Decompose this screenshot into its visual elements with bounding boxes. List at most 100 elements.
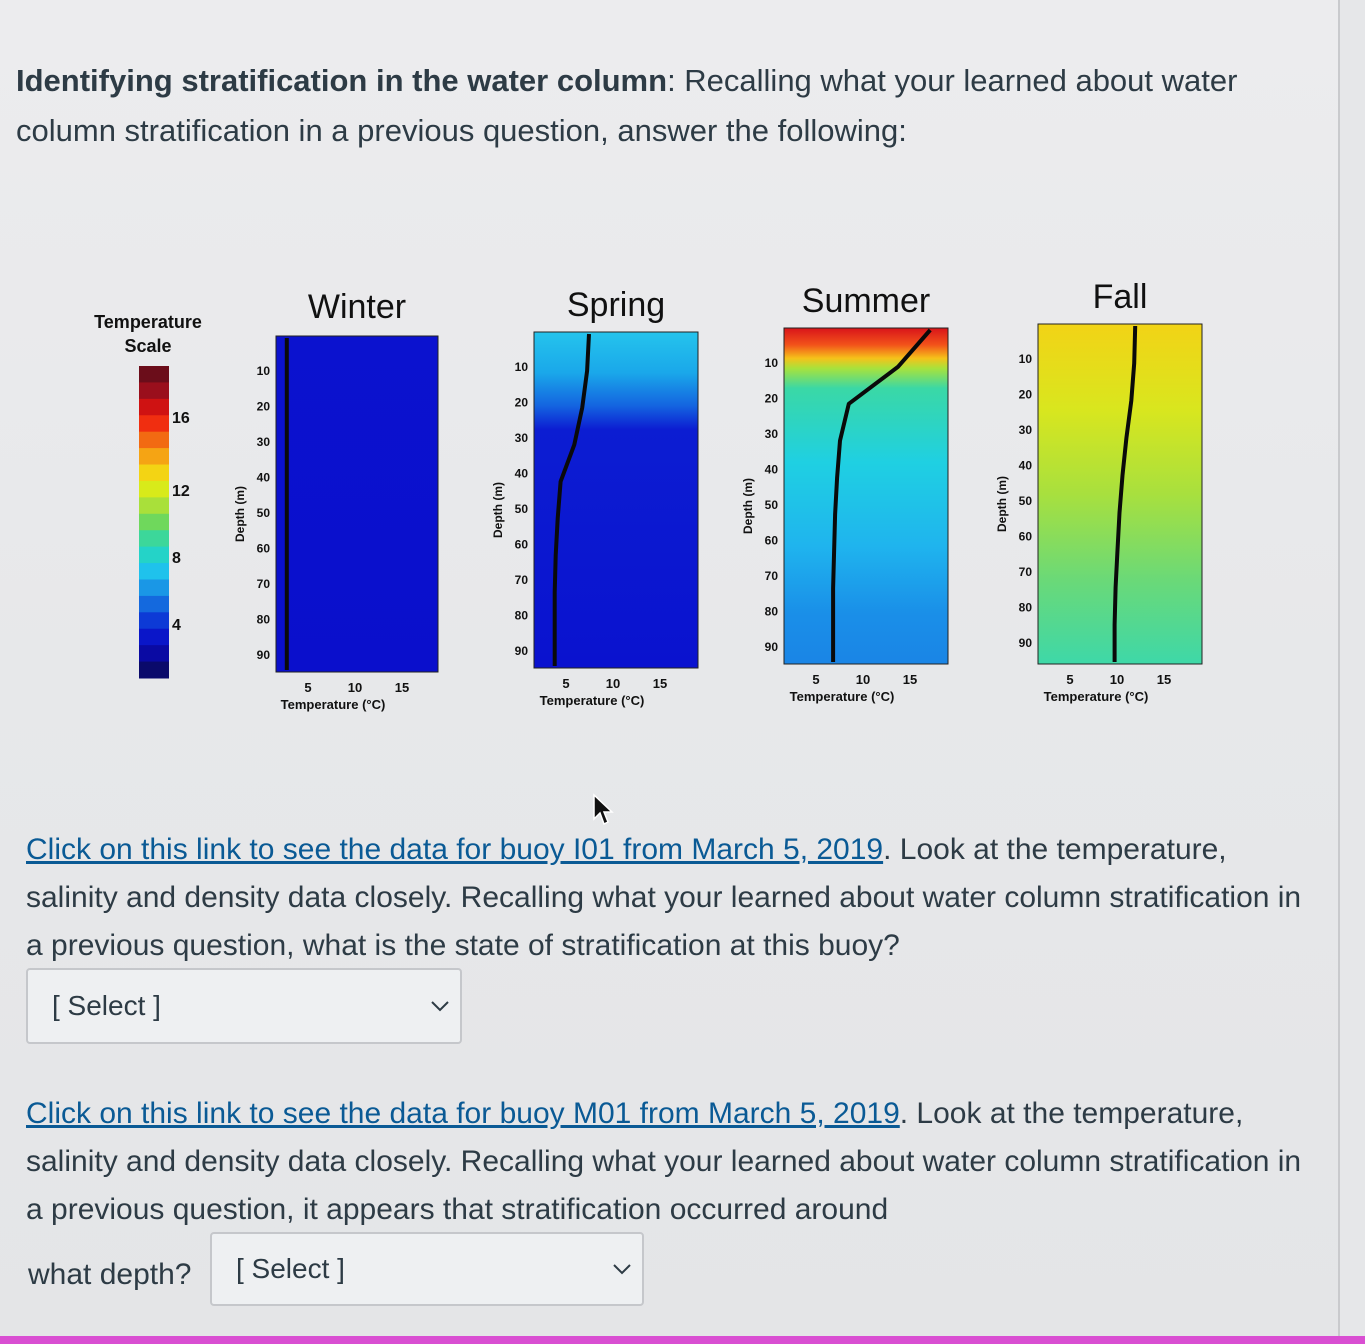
panel-winter: Winter 10 20 30 40 50 60 70 80 90 Depth (m) 5 10 15 Te…	[233, 288, 439, 712]
depth-tick-label: 20	[765, 392, 779, 406]
depth-tick-label: 80	[257, 613, 271, 627]
panel-title: Fall	[1093, 278, 1148, 316]
scale-swatch	[139, 431, 169, 449]
scale-swatch	[139, 530, 169, 548]
scale-tick-label: 12	[172, 483, 190, 500]
scale-swatch	[139, 546, 169, 564]
select-2-value: [ Select ]	[236, 1253, 345, 1284]
depth-tick-label: 90	[515, 644, 529, 658]
depth-tick-label: 10	[765, 356, 779, 370]
scale-swatch	[139, 563, 169, 580]
question-2: Click on this link to see the data for b…	[26, 1090, 1316, 1234]
stratification-state-select[interactable]: [ Select ]	[26, 968, 462, 1044]
scale-swatch	[139, 513, 169, 531]
buoy-m01-link[interactable]: Click on this link to see the data for b…	[26, 1097, 900, 1130]
scale-title-line1: Temperature	[94, 312, 202, 332]
depth-tick-label: 30	[515, 431, 529, 445]
depth-tick-label: 30	[765, 427, 779, 441]
scale-swatch	[139, 415, 169, 433]
panel-spring: Spring 10 20 30 40 50 60 70 80 90 Depth (m) 5 10 15 Te…	[491, 286, 699, 708]
depth-axis-label: Depth (m)	[491, 482, 505, 538]
scale-tick-label: 16	[172, 410, 190, 427]
scale-swatch	[139, 645, 169, 663]
temp-axis-label: Temperature (°C)	[1044, 689, 1149, 704]
mouse-pointer-icon	[592, 793, 614, 832]
panel-heatmap	[533, 331, 699, 669]
depth-tick-label: 10	[257, 364, 271, 378]
temperature-profile-line	[1112, 325, 1138, 662]
temperature-profile-line	[552, 333, 591, 666]
depth-tick-label: 80	[1019, 601, 1033, 615]
depth-tick-label: 10	[515, 360, 529, 374]
depth-label: what depth?	[28, 1258, 192, 1291]
panel-heatmap	[783, 327, 949, 665]
scale-title-line2: Scale	[124, 336, 171, 356]
panel-fall: Fall 10 20 30 40 50 60 70 80 90 Depth (m) 5 10 15 Temp…	[995, 278, 1203, 704]
panel-heatmap	[275, 335, 439, 673]
temp-tick-label: 10	[856, 672, 870, 687]
depth-tick-label: 70	[1019, 565, 1033, 579]
scale-swatch	[139, 480, 169, 498]
select-1-value: [ Select ]	[52, 990, 161, 1021]
intro-text: : Recalling what your learned about wate…	[16, 63, 1238, 148]
temp-tick-label: 15	[1157, 672, 1171, 687]
panel-title: Winter	[308, 288, 406, 326]
question-1-text: . Look at the temperature, salinity and …	[26, 833, 1302, 962]
depth-axis-label: Depth (m)	[233, 486, 247, 542]
temp-axis-label: Temperature (°C)	[281, 697, 386, 712]
scale-tick-label: 8	[172, 550, 181, 567]
depth-tick-label: 20	[515, 396, 529, 410]
depth-tick-label: 90	[765, 640, 779, 654]
depth-tick-label: 20	[257, 400, 271, 414]
bottom-band	[0, 1336, 1365, 1344]
scale-swatch	[139, 661, 169, 679]
temperature-scale-bar	[139, 366, 169, 679]
scale-swatch	[139, 398, 169, 416]
temperature-scale-ticks: 16 12 8 4	[172, 410, 190, 634]
depth-tick-label: 50	[765, 498, 779, 512]
temp-axis-label: Temperature (°C)	[790, 689, 895, 704]
temp-tick-label: 15	[395, 680, 409, 695]
temp-tick-label: 10	[348, 680, 362, 695]
depth-tick-label: 70	[515, 573, 529, 587]
depth-tick-label: 40	[515, 467, 529, 481]
depth-tick-label: 10	[1019, 352, 1033, 366]
depth-axis-label: Depth (m)	[995, 476, 1009, 532]
depth-tick-label: 60	[765, 534, 779, 548]
panel-summer: Summer 10 20 30 40 50 60 70 80 90 Depth (m) 5 10 15 Te…	[741, 282, 949, 704]
scale-swatch	[139, 448, 169, 466]
depth-tick-label: 80	[515, 609, 529, 623]
depth-tick-label: 50	[515, 502, 529, 516]
buoy-i01-link[interactable]: Click on this link to see the data for b…	[26, 833, 884, 866]
depth-tick-label: 40	[765, 463, 779, 477]
temp-axis-label: Temperature (°C)	[540, 693, 645, 708]
question-1: Click on this link to see the data for b…	[26, 826, 1316, 970]
temp-tick-label: 5	[812, 672, 819, 687]
scale-swatch	[139, 579, 169, 597]
scale-swatch	[139, 464, 169, 482]
temp-tick-label: 5	[304, 680, 311, 695]
stratification-figure: Temperature Scale 16 12 8 4 Winter 10 20 30 40 5…	[94, 278, 1203, 712]
stratification-depth-select[interactable]: [ Select ]	[210, 1232, 644, 1306]
question-2-text: . Look at the temperature, salinity and …	[26, 1097, 1302, 1226]
scale-swatch	[139, 595, 169, 613]
depth-axis-label: Depth (m)	[741, 478, 755, 534]
depth-tick-label: 70	[765, 569, 779, 583]
depth-tick-label: 60	[257, 542, 271, 556]
temp-tick-label: 15	[903, 672, 917, 687]
temperature-profile-line	[831, 328, 932, 662]
depth-tick-label: 90	[257, 648, 271, 662]
scale-swatch	[139, 628, 169, 646]
depth-tick-label: 30	[257, 435, 271, 449]
panel-title: Spring	[567, 286, 665, 324]
panel-title: Summer	[802, 282, 930, 320]
temp-tick-label: 5	[562, 676, 569, 691]
depth-tick-label: 50	[1019, 494, 1033, 508]
temp-tick-label: 10	[1110, 672, 1124, 687]
scale-swatch	[139, 366, 169, 383]
depth-tick-label: 90	[1019, 636, 1033, 650]
depth-tick-label: 80	[765, 605, 779, 619]
intro-bold: Identifying stratification in the water …	[16, 63, 668, 98]
scale-swatch	[139, 612, 169, 630]
depth-tick-label: 30	[1019, 423, 1033, 437]
